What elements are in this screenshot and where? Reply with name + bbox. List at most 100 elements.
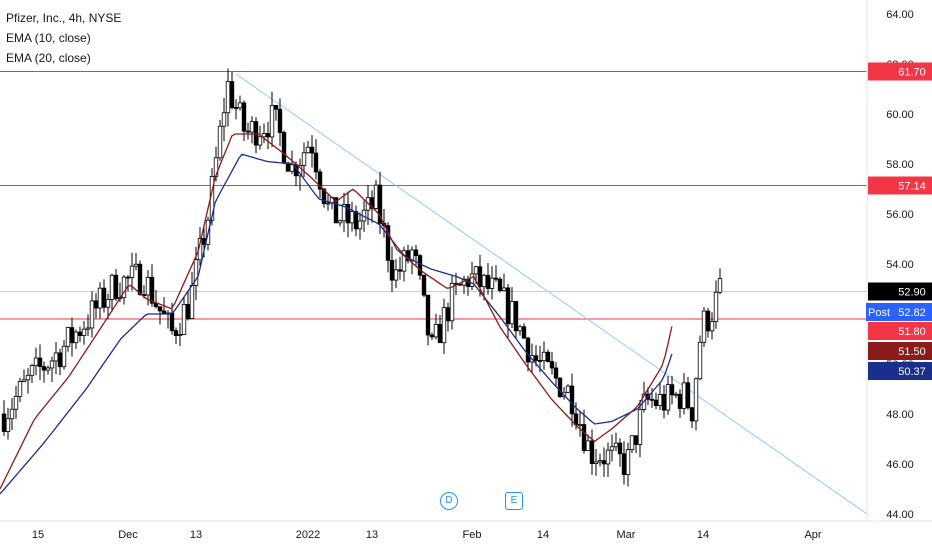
candle-body (613, 442, 619, 448)
candle-body (281, 132, 287, 164)
candle-body (225, 81, 231, 114)
candle-body (705, 310, 711, 332)
candle-body (277, 108, 283, 133)
x-tick-label: Mar (617, 529, 636, 541)
candle-body (585, 440, 591, 452)
candle-body (29, 365, 35, 376)
candle-body (189, 284, 195, 319)
price-badge-value: 57.14 (898, 181, 926, 193)
candle-body (69, 327, 75, 344)
candle-body (33, 357, 39, 367)
candle-body (673, 393, 679, 396)
candle-body (61, 345, 67, 368)
y-tick-label: 46.00 (886, 459, 914, 471)
legend-ema-20[interactable]: EMA (20, close) (6, 51, 91, 65)
candle-body (21, 379, 27, 382)
price-badge-bg (868, 362, 932, 380)
candle-body (185, 304, 191, 319)
y-tick-label: 44.00 (886, 509, 914, 521)
y-tick-label: 54.00 (886, 259, 914, 271)
price-badge-value: 51.50 (898, 346, 926, 358)
candle-body (193, 259, 199, 286)
candle-body (701, 310, 707, 343)
candle-body (581, 424, 587, 452)
candle-body (397, 269, 403, 272)
candle-body (17, 381, 23, 397)
dividend-marker-icon[interactable]: D (440, 492, 458, 510)
candle-body (713, 291, 719, 322)
candle-body (133, 263, 139, 267)
candle-body (53, 352, 59, 362)
candle-body (333, 197, 339, 224)
candle-body (545, 351, 551, 362)
candle-body (525, 337, 531, 363)
candle-body (521, 326, 527, 339)
candle-body (89, 300, 95, 329)
trendline[interactable] (235, 73, 868, 515)
candle-body (261, 133, 267, 138)
x-tick-label: 2022 (296, 529, 320, 541)
x-tick-label: 13 (190, 529, 202, 541)
candle-body (85, 327, 91, 330)
candle-body (5, 418, 11, 432)
candle-body (9, 408, 15, 420)
price-badge-value: 52.82 (898, 307, 926, 319)
candle-body (65, 327, 71, 347)
candle-body (93, 300, 99, 309)
candle-body (493, 277, 499, 280)
candle-body (429, 334, 435, 338)
price-badge-value: 61.70 (898, 67, 926, 79)
price-badge: 50.37 (868, 362, 932, 380)
candle-body (57, 352, 63, 368)
price-badge: 51.80 (868, 322, 932, 340)
candle-body (605, 449, 611, 465)
candle-body (257, 136, 263, 146)
candle-body (577, 424, 583, 426)
candle-body (661, 393, 667, 411)
candle-body (509, 301, 515, 325)
candle-body (689, 407, 695, 422)
candle-body (101, 287, 107, 308)
candle-body (437, 323, 443, 344)
candle-body (177, 334, 183, 337)
earnings-marker-icon[interactable]: E (505, 492, 523, 510)
candle-body (325, 202, 331, 205)
candle-body (693, 378, 699, 422)
candle-body (25, 374, 31, 381)
chart-legend: Pfizer, Inc., 4h, NYSE EMA (10, close) E… (6, 8, 121, 68)
candle-body (665, 384, 671, 411)
price-badge: 57.14 (868, 176, 932, 195)
candle-body (181, 304, 187, 335)
legend-title[interactable]: Pfizer, Inc., 4h, NYSE (6, 11, 122, 25)
legend-ema-10[interactable]: EMA (10, close) (6, 31, 91, 45)
candle-body (377, 184, 383, 224)
x-tick-label: 15 (32, 529, 44, 541)
candle-body (389, 259, 395, 281)
candle-body (97, 287, 103, 309)
candle-body (677, 393, 683, 409)
y-tick-label: 58.00 (886, 159, 914, 171)
candle-body (373, 184, 379, 209)
candle-body (393, 269, 399, 281)
candle-body (417, 255, 423, 276)
candle-body (657, 393, 663, 406)
ema-10-line (0, 133, 673, 490)
candle-body (413, 249, 419, 256)
x-tick-label: Dec (118, 529, 138, 541)
candle-body (73, 331, 79, 344)
candle-body (513, 301, 519, 332)
price-badge: 51.50 (868, 342, 932, 360)
candle-body (121, 276, 127, 298)
candle-body (501, 287, 507, 291)
candle-body (145, 276, 151, 296)
candle-body (441, 307, 447, 344)
candle-body (617, 442, 623, 455)
price-badge-value: 52.90 (898, 287, 926, 299)
candle-body (113, 274, 119, 300)
candle-body (353, 211, 359, 230)
candle-body (249, 121, 255, 133)
x-tick-label: Apr (804, 529, 821, 541)
candle-body (589, 440, 595, 464)
candle-body (169, 312, 175, 332)
